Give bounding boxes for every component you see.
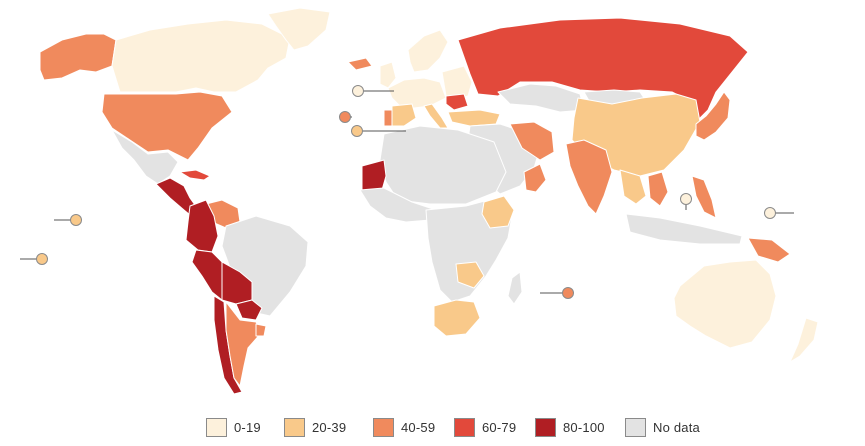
marker-dot bbox=[562, 287, 574, 299]
region-vietnam-cambodia bbox=[647, 171, 669, 207]
region-italy bbox=[423, 103, 449, 129]
region-mauritania bbox=[361, 159, 387, 191]
region-south-africa bbox=[433, 299, 481, 337]
region-turkey bbox=[447, 109, 501, 127]
region-iceland bbox=[347, 57, 373, 71]
region-philippines bbox=[691, 175, 717, 219]
marker-1 bbox=[352, 85, 394, 97]
region-paraguay bbox=[235, 299, 263, 321]
legend-label: 40-59 bbox=[401, 419, 436, 435]
legend-label: 60-79 bbox=[482, 419, 517, 435]
region-madagascar bbox=[507, 271, 523, 305]
region-arabia-east bbox=[523, 163, 547, 193]
legend-label: 0-19 bbox=[234, 419, 261, 435]
region-cuba bbox=[179, 169, 211, 181]
region-canada bbox=[111, 19, 291, 93]
region-portugal bbox=[383, 109, 393, 127]
region-uruguay bbox=[255, 323, 267, 337]
marker-dot bbox=[351, 125, 363, 137]
marker-5 bbox=[20, 253, 48, 265]
region-new-zealand bbox=[789, 317, 819, 363]
region-brazil bbox=[221, 215, 309, 317]
region-indonesia bbox=[625, 213, 743, 245]
world-map bbox=[20, 7, 819, 395]
legend-label: 80-100 bbox=[563, 419, 605, 435]
marker-8 bbox=[764, 207, 794, 219]
legend-swatch bbox=[625, 417, 646, 437]
marker-4 bbox=[54, 214, 82, 226]
region-spain bbox=[391, 103, 417, 127]
map-legend: 0-19 20-39 40-59 60-79 80-100 No data bbox=[0, 410, 865, 440]
legend-swatch bbox=[206, 417, 227, 437]
legend-item-20-39: 20-39 bbox=[284, 416, 346, 438]
region-uk-ireland bbox=[379, 61, 397, 89]
marker-dot bbox=[352, 85, 364, 97]
region-australia bbox=[673, 259, 777, 349]
marker-dot bbox=[680, 193, 692, 205]
marker-dot bbox=[764, 207, 776, 219]
region-ethiopia bbox=[481, 195, 515, 229]
marker-6 bbox=[540, 287, 574, 299]
region-greenland bbox=[267, 7, 331, 51]
legend-swatch bbox=[454, 417, 475, 437]
marker-dot bbox=[36, 253, 48, 265]
legend-label: 20-39 bbox=[312, 419, 347, 435]
legend-item-80-100: 80-100 bbox=[535, 416, 605, 438]
legend-item-60-79: 60-79 bbox=[454, 416, 516, 438]
region-iran bbox=[509, 121, 555, 161]
region-argentina bbox=[225, 301, 263, 387]
region-zambia-zimbabwe bbox=[455, 261, 485, 289]
region-united-states bbox=[101, 91, 233, 161]
region-korea-japan bbox=[695, 91, 731, 141]
legend-label: No data bbox=[653, 419, 700, 435]
legend-item-40-59: 40-59 bbox=[373, 416, 435, 438]
marker-dot bbox=[70, 214, 82, 226]
marker-2 bbox=[339, 111, 352, 123]
region-western-europe bbox=[387, 77, 447, 109]
legend-swatch bbox=[373, 417, 394, 437]
region-scandinavia bbox=[407, 29, 449, 73]
legend-item-no-data: No data bbox=[625, 416, 700, 438]
legend-swatch bbox=[535, 417, 556, 437]
region-india bbox=[565, 139, 613, 215]
marker-dot bbox=[339, 111, 351, 123]
region-southeast-asia bbox=[619, 169, 647, 205]
region-alaska bbox=[39, 33, 117, 81]
region-mexico bbox=[111, 129, 179, 185]
legend-swatch bbox=[284, 417, 305, 437]
region-romania bbox=[445, 93, 469, 111]
legend-item-0-19: 0-19 bbox=[206, 416, 261, 438]
marker-7 bbox=[680, 193, 692, 210]
region-papua-new-guinea bbox=[747, 237, 791, 263]
marker-3 bbox=[351, 125, 406, 137]
